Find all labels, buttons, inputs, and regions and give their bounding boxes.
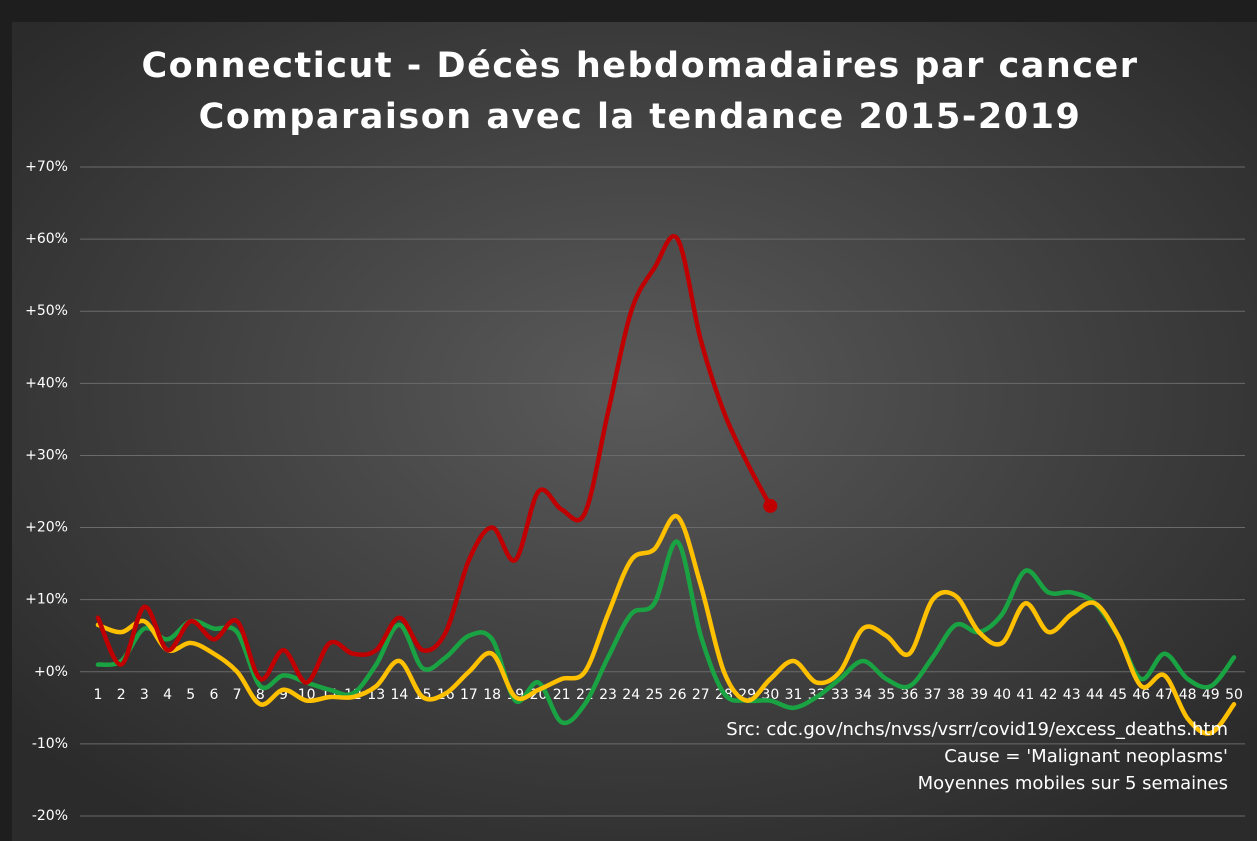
- y-tick-label: +30%: [25, 447, 68, 463]
- x-tick-label: 24: [622, 687, 640, 703]
- x-tick-label: 40: [993, 687, 1011, 703]
- x-tick-label: 42: [1040, 687, 1058, 703]
- series-line: [95, 234, 773, 685]
- x-tick-label: 9: [279, 687, 288, 703]
- x-tick-label: 44: [1086, 687, 1104, 703]
- x-tick-label: 49: [1202, 687, 1220, 703]
- y-tick-label: +60%: [25, 231, 68, 247]
- annotation: Cause = 'Malignant neoplasms': [944, 746, 1228, 767]
- y-tick-label: +40%: [25, 375, 68, 391]
- y-tick-label: +70%: [25, 159, 68, 175]
- x-tick-label: 41: [1016, 687, 1034, 703]
- y-tick-label: -10%: [32, 736, 68, 752]
- x-tick-label: 2: [117, 687, 126, 703]
- x-tick-label: 23: [599, 687, 617, 703]
- x-tick-label: 4: [163, 687, 172, 703]
- x-tick-label: 5: [186, 687, 195, 703]
- x-tick-label: 45: [1109, 687, 1127, 703]
- end-marker: [763, 498, 778, 513]
- series-line: [95, 539, 1237, 726]
- x-tick-label: 3: [140, 687, 149, 703]
- y-tick-label: +20%: [25, 520, 68, 536]
- annotation: Src: cdc.gov/nchs/nvss/vsrr/covid19/exce…: [726, 719, 1228, 740]
- series-line: [95, 513, 1237, 736]
- annotation: Moyennes mobiles sur 5 semaines: [918, 773, 1228, 794]
- x-tick-label: 6: [209, 687, 218, 703]
- y-tick-label: +0%: [34, 664, 68, 680]
- x-tick-label: 34: [854, 687, 872, 703]
- x-tick-label: 35: [877, 687, 895, 703]
- x-tick-label: 43: [1063, 687, 1081, 703]
- x-tick-label: 21: [553, 687, 571, 703]
- x-tick-label: 17: [460, 687, 478, 703]
- y-tick-label: -20%: [32, 808, 68, 824]
- x-tick-label: 27: [692, 687, 710, 703]
- x-tick-label: 37: [924, 687, 942, 703]
- x-tick-label: 47: [1156, 687, 1174, 703]
- x-tick-label: 38: [947, 687, 965, 703]
- chart-subtitle: Comparaison avec la tendance 2015-2019: [199, 97, 1082, 137]
- x-tick-label: 48: [1179, 687, 1197, 703]
- y-tick-label: +50%: [25, 303, 68, 319]
- chart-background: [12, 22, 1257, 841]
- x-tick-label: 50: [1225, 687, 1243, 703]
- x-tick-label: 1: [94, 687, 103, 703]
- x-tick-label: 31: [785, 687, 803, 703]
- x-tick-label: 14: [390, 687, 408, 703]
- x-tick-label: 39: [970, 687, 988, 703]
- x-tick-label: 36: [901, 687, 919, 703]
- x-tick-label: 8: [256, 687, 265, 703]
- x-tick-label: 46: [1132, 687, 1150, 703]
- x-tick-label: 26: [669, 687, 687, 703]
- x-tick-label: 18: [483, 687, 501, 703]
- x-tick-label: 7: [233, 687, 242, 703]
- y-tick-label: +10%: [25, 592, 68, 608]
- x-tick-label: 33: [831, 687, 849, 703]
- chart-title: Connecticut - Décès hebdomadaires par ca…: [141, 46, 1138, 86]
- x-tick-label: 25: [645, 687, 663, 703]
